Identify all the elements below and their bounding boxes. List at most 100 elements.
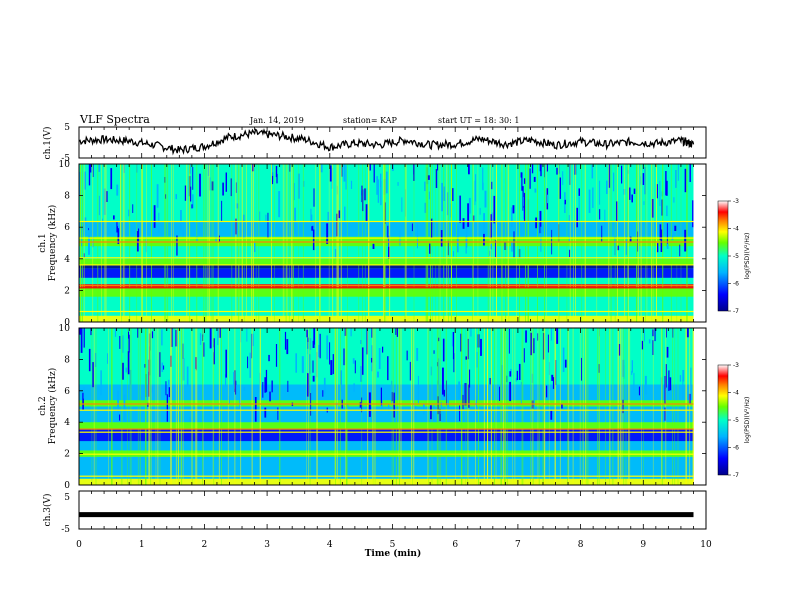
spectrogram-impulse [204, 164, 206, 322]
spectrogram-cell [137, 328, 139, 338]
spectrogram-cell [629, 187, 631, 200]
ch1-spectrogram-image [79, 164, 706, 322]
spectrogram-impulse [389, 164, 391, 322]
spectrogram-emission-line [79, 409, 694, 411]
spectrogram-cell [569, 249, 571, 258]
spectrogram-cell [476, 351, 478, 368]
spectrogram-cell [88, 348, 91, 372]
spectrogram-cell [235, 381, 237, 395]
spectrogram-cell [388, 235, 390, 259]
spectrogram-impulse [136, 164, 138, 322]
spectrogram-impulse [483, 328, 485, 485]
spectrogram-cell [599, 328, 600, 337]
spectrogram-cell [539, 164, 541, 172]
spectrogram-cell [659, 224, 662, 241]
spectrogram-cell [83, 387, 85, 399]
station-label: station= KAP [343, 116, 398, 125]
spectrogram-impulse [411, 328, 412, 485]
spectrogram-cell [483, 213, 485, 241]
spectrogram-cell [312, 360, 314, 373]
ch1-ylabel: ch.1(V) [42, 127, 53, 160]
spectrogram-cell [249, 352, 251, 378]
spectrogram-cell [340, 370, 342, 392]
spectrogram-impulse [516, 164, 517, 322]
spectrogram-impulse [500, 328, 502, 485]
spectrogram-cell [295, 353, 297, 373]
spectrogram-impulse [335, 164, 337, 322]
spectrogram-cell [437, 164, 439, 171]
spectrogram-cell [213, 338, 215, 365]
spectrogram-impulse [346, 328, 347, 485]
spectrogram-cell [475, 174, 477, 202]
spectrogram-cell [297, 173, 300, 199]
spectrogram-impulse [196, 328, 198, 485]
spectrogram-impulse [431, 328, 433, 485]
spectrogram-cell [665, 180, 668, 196]
spectrogram-impulse [383, 164, 384, 322]
spectrogram-cell [613, 172, 615, 192]
spectrogram-cell [209, 328, 212, 349]
spectrogram-impulse [337, 164, 339, 322]
spectrogram-cell [166, 394, 168, 422]
spectrogram-cell [542, 224, 545, 233]
spectrogram-band [79, 277, 694, 285]
spectrogram-impulse [235, 164, 237, 322]
spectrogram-cell [660, 229, 663, 252]
spectrogram-cell [254, 397, 257, 422]
spectrogram-cell [98, 195, 100, 216]
spectrogram-cell [343, 348, 345, 366]
spectrogram-cell [598, 364, 600, 373]
spectrogram-cell [322, 390, 324, 397]
spectrogram-cell [80, 328, 83, 353]
spectrogram-impulse [435, 164, 437, 322]
spectrogram-cell [123, 164, 125, 173]
spectrogram-cell [318, 345, 320, 357]
spectrogram-cell [666, 223, 668, 248]
spectrogram-impulse [347, 164, 348, 322]
spectrogram-cell [618, 344, 621, 356]
spectrogram-impulse [645, 164, 646, 322]
spectrogram-impulse [455, 328, 456, 485]
spectrogram-cell [92, 362, 94, 388]
spectrogram-cell [452, 188, 454, 201]
spectrogram-cell [469, 369, 471, 388]
spectrogram-cell [207, 164, 210, 176]
spectrogram-cell [576, 207, 578, 228]
spectrogram-impulse [487, 164, 489, 322]
spectrogram-cell [259, 372, 261, 392]
spectrogram-cell [199, 333, 202, 345]
spectrogram-impulse [608, 164, 610, 322]
spectrogram-cell [119, 414, 121, 421]
spectrogram-cell [344, 206, 346, 221]
spectrogram-cell [92, 234, 94, 248]
spectrogram-impulse [364, 164, 366, 322]
spectrogram-impulse [231, 164, 233, 322]
spectrogram-cell [558, 164, 560, 174]
spectrogram-cell [239, 389, 241, 412]
spectrogram-impulse [504, 328, 506, 485]
spectrogram-cell [535, 217, 538, 229]
spectrogram-impulse [104, 164, 106, 322]
spectrogram-cell [446, 192, 449, 216]
spectrogram-impulse [581, 164, 583, 322]
spectrogram-cell [608, 164, 611, 188]
spectrogram-impulse [191, 328, 193, 485]
spectrogram-impulse [495, 328, 497, 485]
spectrogram-cell [614, 235, 616, 256]
spectrogram-impulse [636, 164, 638, 322]
spectrogram-cell [158, 212, 160, 233]
spectrogram-band [79, 268, 694, 278]
spectrogram-cell [599, 209, 601, 220]
spectrogram-impulse [203, 328, 204, 485]
spectrogram-cell [551, 374, 554, 381]
spectrogram-impulse [674, 328, 676, 485]
spectrogram-impulse [672, 328, 673, 485]
spectrogram-impulse [129, 164, 131, 322]
spectrogram-cell [107, 353, 108, 364]
spectrogram-cell [277, 407, 279, 420]
spectrogram-impulse [212, 328, 214, 485]
spectrogram-cell [218, 235, 220, 242]
spectrogram-cell [673, 197, 675, 203]
spectrogram-impulse [628, 164, 629, 322]
